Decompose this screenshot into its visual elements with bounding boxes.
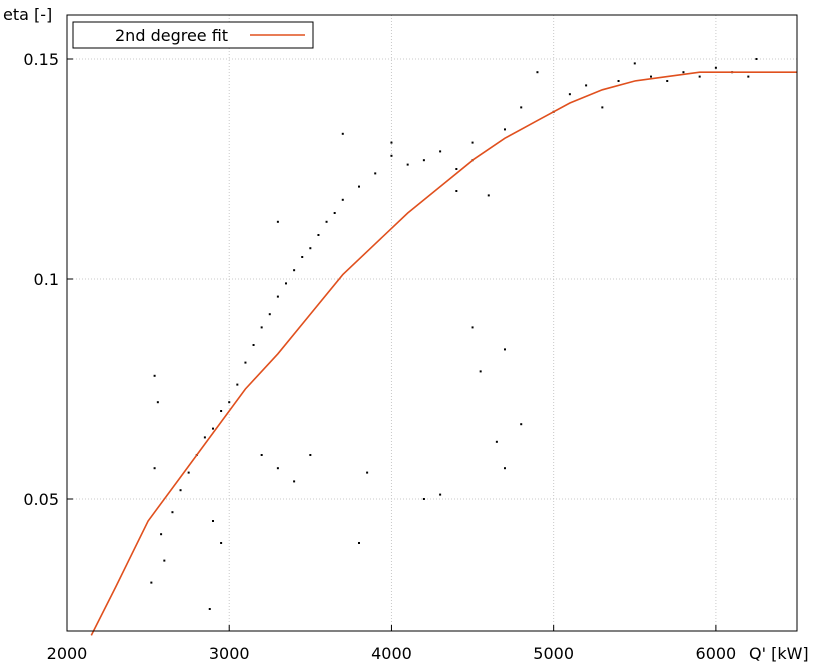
scatter-point (366, 471, 369, 474)
scatter-point (341, 198, 344, 201)
scatter-point (755, 58, 758, 60)
scatter-point (422, 159, 425, 162)
x-tick-label: 4000 (371, 644, 412, 663)
scatter-point (260, 454, 263, 456)
scatter-point (212, 520, 214, 522)
scatter-point (163, 559, 166, 562)
scatter-point (390, 141, 393, 144)
scatter-point (601, 106, 604, 109)
scatter-point (358, 185, 360, 188)
scatter-point (171, 511, 174, 514)
scatter-point (520, 106, 523, 109)
x-tick-label: 2000 (47, 644, 88, 663)
plot-frame (66, 14, 798, 632)
scatter-point (212, 427, 214, 430)
scatter-point (276, 295, 279, 298)
legend: 2nd degree fit (72, 21, 314, 49)
scatter-point (471, 141, 474, 144)
scatter-point (568, 93, 571, 96)
scatter-point (390, 154, 393, 157)
scatter-point (179, 489, 182, 492)
scatter-point (698, 75, 701, 78)
scatter-point (153, 374, 156, 377)
y-axis-title: eta [-] (3, 5, 52, 24)
scatter-point (285, 282, 287, 285)
scatter-point (276, 220, 279, 223)
scatter-point (244, 361, 247, 364)
x-tick-label: 6000 (696, 644, 737, 663)
scatter-point (617, 80, 620, 82)
legend-label-fit: 2nd degree fit (115, 26, 228, 45)
fit-line (90, 71, 797, 636)
scatter-point (455, 190, 458, 192)
scatter-point (682, 71, 685, 74)
y-tick-label: 0.1 (34, 270, 59, 289)
x-tick-label: 3000 (209, 644, 250, 663)
scatter-point (504, 348, 506, 351)
scatter-point (520, 423, 523, 426)
scatter-point (252, 344, 255, 346)
scatter-point (220, 410, 223, 412)
y-tick-label: 0.05 (23, 490, 59, 509)
scatter-point (666, 80, 669, 82)
scatter-point (536, 71, 539, 74)
scatter-point (471, 326, 474, 329)
scatter-point (293, 269, 296, 272)
scatter-point (325, 220, 328, 223)
grid-layer (67, 15, 797, 631)
scatter-point (439, 493, 442, 496)
scatter-point (228, 401, 231, 404)
tick-layer: 2000 3000 4000 5000 6000 0.05 0.1 0.15 (23, 50, 736, 663)
scatter-point (439, 150, 442, 153)
scatter-point (236, 383, 239, 386)
scatter-point (650, 75, 652, 78)
scatter-point (714, 66, 717, 69)
scatter-point (479, 370, 482, 373)
scatter-point (208, 608, 211, 610)
scatter-point (487, 194, 490, 197)
scatter-point (309, 247, 312, 250)
scatter-points (150, 58, 758, 610)
scatter-point (203, 436, 206, 439)
scatter-point (260, 326, 263, 329)
scatter-point (406, 163, 409, 166)
scatter-point (422, 498, 425, 500)
scatter-point (268, 313, 271, 316)
scatter-point (358, 542, 360, 544)
scatter-point (633, 62, 636, 65)
scatter-point (341, 132, 344, 135)
y-tick-label: 0.15 (23, 50, 59, 69)
scatter-point (160, 533, 163, 536)
scatter-point (333, 212, 336, 214)
scatter-point (504, 128, 506, 131)
scatter-point (317, 234, 320, 236)
x-axis-title: Q' [kW] (749, 644, 809, 663)
scatter-point (455, 168, 458, 170)
scatter-point (747, 75, 750, 78)
scatter-point (374, 172, 377, 175)
scatter-point (293, 480, 296, 483)
scatter-point (504, 467, 506, 470)
scatter-point (585, 84, 588, 87)
scatter-point (150, 581, 153, 584)
scatter-point (301, 256, 304, 258)
scatter-point (156, 401, 159, 404)
scatter-point (495, 440, 498, 443)
scatter-point (153, 467, 156, 470)
x-tick-label: 5000 (533, 644, 574, 663)
scatter-point (276, 467, 279, 470)
scatter-point (309, 454, 312, 456)
scatter-point (220, 542, 223, 544)
scatter-point (187, 471, 190, 474)
